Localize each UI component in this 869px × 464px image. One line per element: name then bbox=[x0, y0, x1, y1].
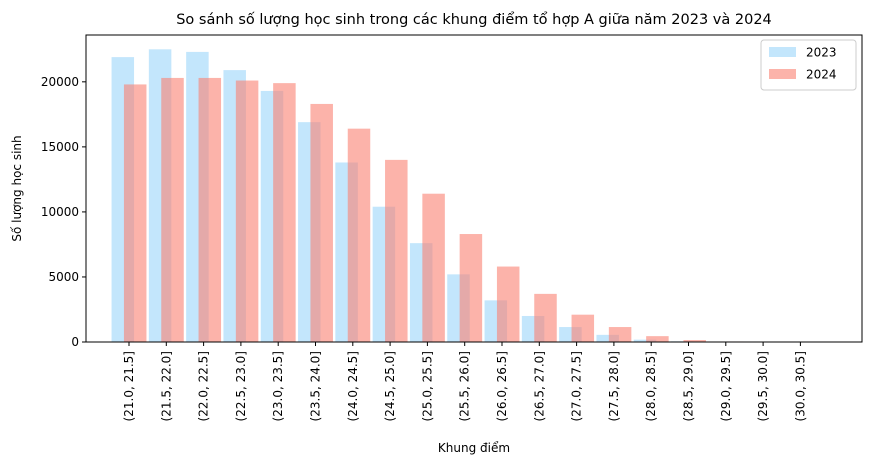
legend-label-2024: 2024 bbox=[806, 68, 837, 82]
bar-2024-11 bbox=[534, 293, 557, 342]
x-axis-title: Khung điểm bbox=[438, 441, 510, 455]
x-tick-label: (25.0, 25.5] bbox=[420, 351, 434, 421]
bar-2024-4 bbox=[273, 83, 296, 342]
bar-2024-1 bbox=[161, 77, 184, 343]
bar-2023-14 bbox=[633, 339, 657, 342]
x-tick-label: (24.0, 24.5] bbox=[346, 351, 360, 421]
bar-2024-15 bbox=[683, 340, 706, 342]
x-tick-label: (21.0, 21.5] bbox=[122, 351, 136, 421]
x-axis: (21.0, 21.5] (21.5, 22.0] (22.0, 22.5] (22.… bbox=[122, 342, 807, 421]
bar-2023-13 bbox=[596, 334, 619, 342]
x-tick-label: (21.5, 22.0] bbox=[159, 351, 173, 421]
x-tick-label: (26.5, 27.0] bbox=[532, 351, 546, 421]
y-tick-label: 0 bbox=[71, 335, 79, 349]
series-2024 bbox=[123, 77, 781, 343]
y-tick-label: 15000 bbox=[41, 140, 79, 154]
bar-2024-13 bbox=[608, 327, 632, 342]
plot-frame bbox=[85, 34, 863, 343]
y-axis: 0 5000 10000 15000 20000 bbox=[41, 75, 86, 349]
x-tick-label: (24.5, 25.0] bbox=[383, 351, 397, 421]
bar-2024-10 bbox=[496, 266, 520, 342]
bar-2024-7 bbox=[385, 159, 408, 342]
y-tick-label: 5000 bbox=[48, 270, 79, 284]
legend-label-2023: 2023 bbox=[806, 46, 837, 60]
y-axis-title: Số lượng học sinh bbox=[10, 135, 24, 241]
x-tick-label: (22.0, 22.5] bbox=[197, 351, 211, 421]
y-tick-label: 10000 bbox=[41, 205, 79, 219]
bar-2024-8 bbox=[422, 193, 445, 342]
x-tick-label: (26.0, 26.5] bbox=[495, 351, 509, 421]
x-tick-label: (25.5, 26.0] bbox=[458, 351, 472, 421]
x-tick-label: (28.0, 28.5] bbox=[644, 351, 658, 421]
x-tick-label: (30.0, 30.5] bbox=[793, 351, 807, 421]
legend-swatch-2023 bbox=[769, 47, 796, 57]
x-tick-label: (28.5, 29.0] bbox=[682, 351, 696, 421]
legend-swatch-2024 bbox=[769, 69, 796, 79]
y-tick-label: 20000 bbox=[41, 75, 79, 89]
bar-2024-6 bbox=[347, 128, 371, 342]
x-tick-label: (29.0, 29.5] bbox=[719, 351, 733, 421]
bar-2024-9 bbox=[459, 234, 483, 342]
x-tick-label: (22.5, 23.0] bbox=[234, 351, 248, 421]
bar-2024-3 bbox=[235, 80, 259, 342]
x-tick-label: (29.5, 30.0] bbox=[756, 351, 770, 421]
legend: 2023 2024 bbox=[760, 39, 857, 91]
bar-2024-5 bbox=[310, 103, 333, 342]
bar-2024-12 bbox=[571, 314, 595, 342]
chart-title: So sánh số lượng học sinh trong các khun… bbox=[176, 11, 772, 28]
bar-2024-14 bbox=[646, 336, 669, 342]
x-tick-label: (27.0, 27.5] bbox=[570, 351, 584, 421]
x-tick-label: (23.0, 23.5] bbox=[271, 351, 285, 421]
bar-2024-0 bbox=[123, 84, 147, 343]
bar-2024-2 bbox=[198, 77, 222, 343]
x-tick-label: (23.5, 24.0] bbox=[309, 351, 323, 421]
plot-marks bbox=[111, 49, 781, 343]
x-tick-label: (27.5, 28.0] bbox=[607, 351, 621, 421]
